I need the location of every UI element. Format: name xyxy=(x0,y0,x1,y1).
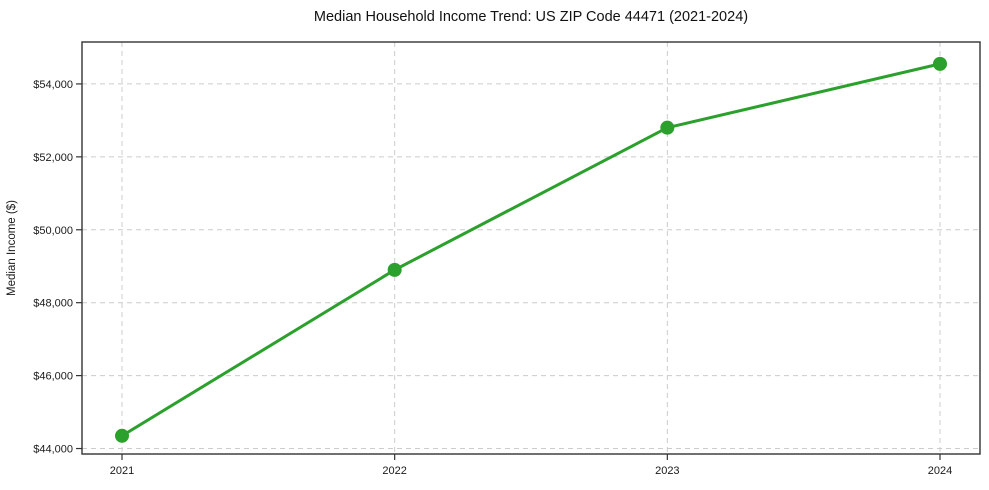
data-point xyxy=(115,428,129,443)
y-axis-label: Median Income ($) xyxy=(6,200,18,296)
data-point xyxy=(387,262,402,277)
y-tick-label: $54,000 xyxy=(33,79,73,91)
x-tick-label: 2023 xyxy=(655,465,679,477)
data-point xyxy=(660,120,675,135)
plot-border xyxy=(81,41,981,455)
y-tick-label: $46,000 xyxy=(33,371,73,383)
trend-line xyxy=(120,62,942,438)
grid-layer xyxy=(82,42,980,454)
y-tick-label: $48,000 xyxy=(33,298,73,310)
axes-layer: $44,000 $46,000 $48,000 $50,000 $52,000 $54,0… xyxy=(33,41,981,477)
x-tick-label: 2021 xyxy=(110,465,134,477)
x-tick-label: 2024 xyxy=(928,465,952,477)
y-tick-label: $50,000 xyxy=(33,225,73,237)
y-tick-label: $44,000 xyxy=(33,444,73,456)
trend-line-series xyxy=(115,56,947,443)
chart-title: Median Household Income Trend: US ZIP Co… xyxy=(314,9,748,25)
data-point xyxy=(933,56,947,71)
x-tick-label: 2022 xyxy=(382,465,406,477)
y-tick-label: $52,000 xyxy=(33,152,73,164)
